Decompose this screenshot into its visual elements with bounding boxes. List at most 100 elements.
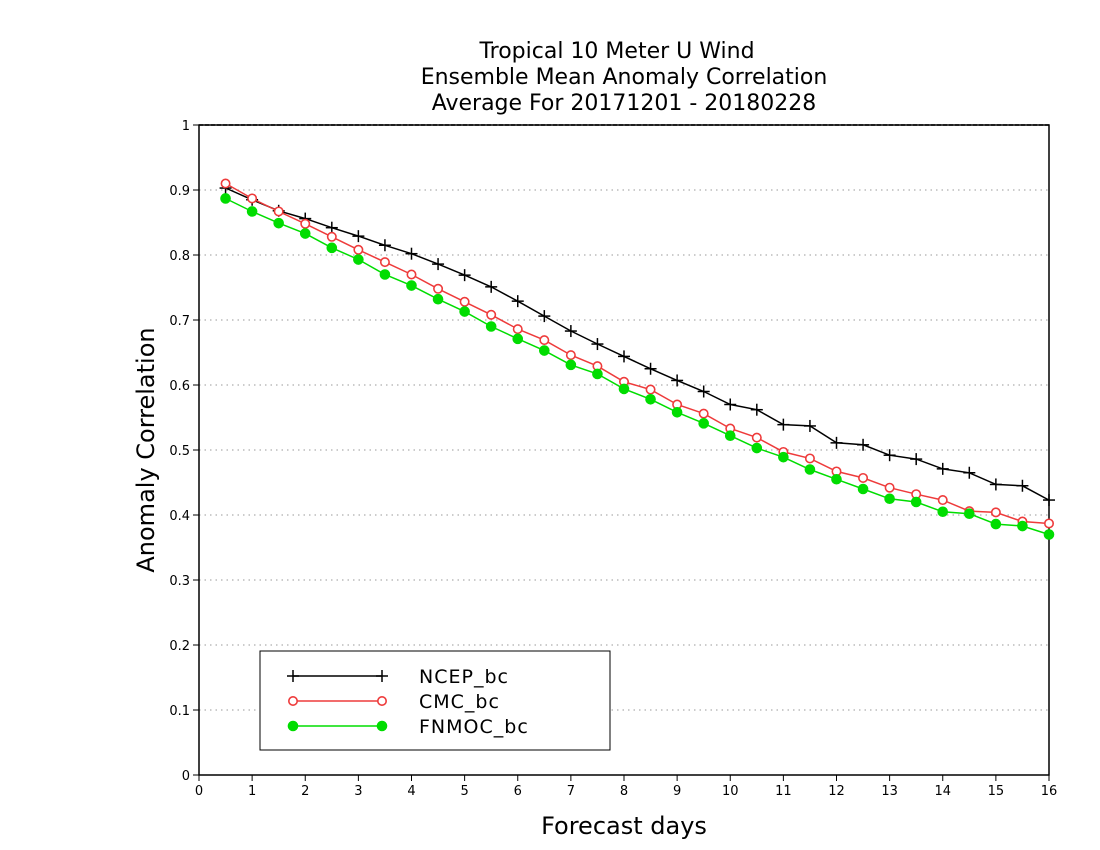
data-point-ncep-bc [378,239,391,252]
y-tick-label: 0.3 [169,574,190,589]
data-point-cmc-bc [486,309,497,320]
data-point-fnmoc-bc [432,293,444,305]
data-point-ncep-bc [432,258,445,271]
data-point-cmc-bc [990,507,1001,518]
data-point-cmc-bc [406,269,417,280]
x-tick-label: 10 [722,784,739,799]
data-point-cmc-bc [804,453,815,464]
chart-title-line-3: Average For 20171201 - 20180228 [432,91,817,116]
data-point-ncep-bc [511,295,524,308]
data-point-fnmoc-bc [459,306,470,317]
data-point-cmc-bc [247,193,258,204]
data-point-cmc-bc [539,335,550,346]
data-point-fnmoc-bc [565,359,577,371]
y-tick-label: 0.8 [169,249,190,264]
x-tick-label: 8 [620,784,628,799]
data-point-ncep-bc [352,230,365,243]
x-tick-label: 11 [775,784,792,799]
data-point-ncep-bc [591,338,604,351]
data-point-ncep-bc [697,385,710,398]
data-point-fnmoc-bc [1043,529,1055,540]
data-point-ncep-bc [724,398,737,411]
data-point-fnmoc-bc [406,280,417,291]
data-point-ncep-bc [618,350,630,363]
legend: NCEP_bc CMC_bc FNMOC_bc [259,650,611,751]
data-point-ncep-bc [458,269,471,282]
x-tick-label: 6 [514,784,522,799]
chart-title-line-1: Tropical 10 Meter U Wind [478,39,754,64]
x-tick-label: 7 [567,784,575,799]
data-point-fnmoc-bc [910,496,922,508]
data-point-ncep-bc [485,280,498,293]
data-point-fnmoc-bc [698,418,709,429]
legend-label: FNMOC_bc [419,716,529,738]
data-point-cmc-bc [459,296,470,307]
data-point-cmc-bc [1044,518,1055,529]
legend-marker [287,695,298,706]
x-tick-label: 12 [828,784,845,799]
data-point-fnmoc-bc [671,407,683,418]
data-point-fnmoc-bc [353,254,364,265]
data-point-fnmoc-bc [618,383,630,395]
data-point-fnmoc-bc [220,193,231,204]
data-point-fnmoc-bc [645,394,656,405]
y-tick-label: 0.9 [169,184,190,199]
data-point-fnmoc-bc [539,345,550,356]
legend-label: NCEP_bc [419,666,509,688]
x-tick-label: 0 [195,784,203,799]
legend-label: CMC_bc [419,691,500,713]
y-tick-label: 0.4 [169,509,190,524]
legend-marker [376,695,387,706]
x-tick-label: 2 [301,784,309,799]
data-point-ncep-bc [405,247,418,260]
data-point-fnmoc-bc [778,451,789,463]
data-point-ncep-bc [777,418,790,431]
data-point-fnmoc-bc [592,368,603,380]
x-axis-label: Forecast days [541,812,707,840]
y-tick-label: 0.1 [169,704,190,719]
data-point-fnmoc-bc [937,506,949,518]
chart-title-line-2: Ensemble Mean Anomaly Correlation [421,65,828,90]
x-tick-label: 14 [934,784,951,799]
data-point-ncep-bc [671,374,684,387]
data-point-cmc-bc [433,283,444,294]
data-point-ncep-bc [564,325,577,338]
axis-ticks: 00.10.20.30.40.50.60.70.80.910 1 2 3 4 5 6 7 8 9 1… [169,119,1057,799]
x-tick-label: 13 [881,784,898,799]
data-point-cmc-bc [300,218,311,229]
y-tick-label: 0 [182,769,190,784]
data-series [219,178,1055,540]
y-tick-label: 0.5 [169,444,190,459]
data-point-cmc-bc [698,408,709,419]
data-point-fnmoc-bc [379,269,391,280]
y-tick-label: 0.6 [169,379,190,394]
legend-marker [376,670,388,682]
data-point-ncep-bc [989,478,1002,491]
data-point-fnmoc-bc [804,464,816,475]
data-point-cmc-bc [220,178,231,189]
data-point-ncep-bc [750,403,763,416]
data-point-ncep-bc [1016,479,1029,492]
data-point-cmc-bc [379,257,390,268]
data-point-cmc-bc [565,350,576,361]
y-tick-label: 1 [182,119,190,134]
data-point-ncep-bc [1043,494,1055,507]
series-fnmoc-bc [220,193,1055,540]
data-point-cmc-bc [512,324,523,335]
data-point-ncep-bc [883,449,896,462]
data-point-fnmoc-bc [326,242,338,254]
data-point-ncep-bc [857,438,870,451]
x-tick-label: 5 [460,784,468,799]
data-point-fnmoc-bc [1017,520,1028,532]
data-point-ncep-bc [936,462,949,475]
data-point-cmc-bc [326,231,337,242]
data-point-ncep-bc [910,453,923,466]
data-point-fnmoc-bc [857,483,869,495]
data-point-fnmoc-bc [990,518,1002,530]
data-point-fnmoc-bc [751,442,763,454]
legend-marker [287,670,299,682]
data-point-ncep-bc [803,419,816,432]
data-point-cmc-bc [884,482,895,493]
data-point-ncep-bc [538,310,551,323]
